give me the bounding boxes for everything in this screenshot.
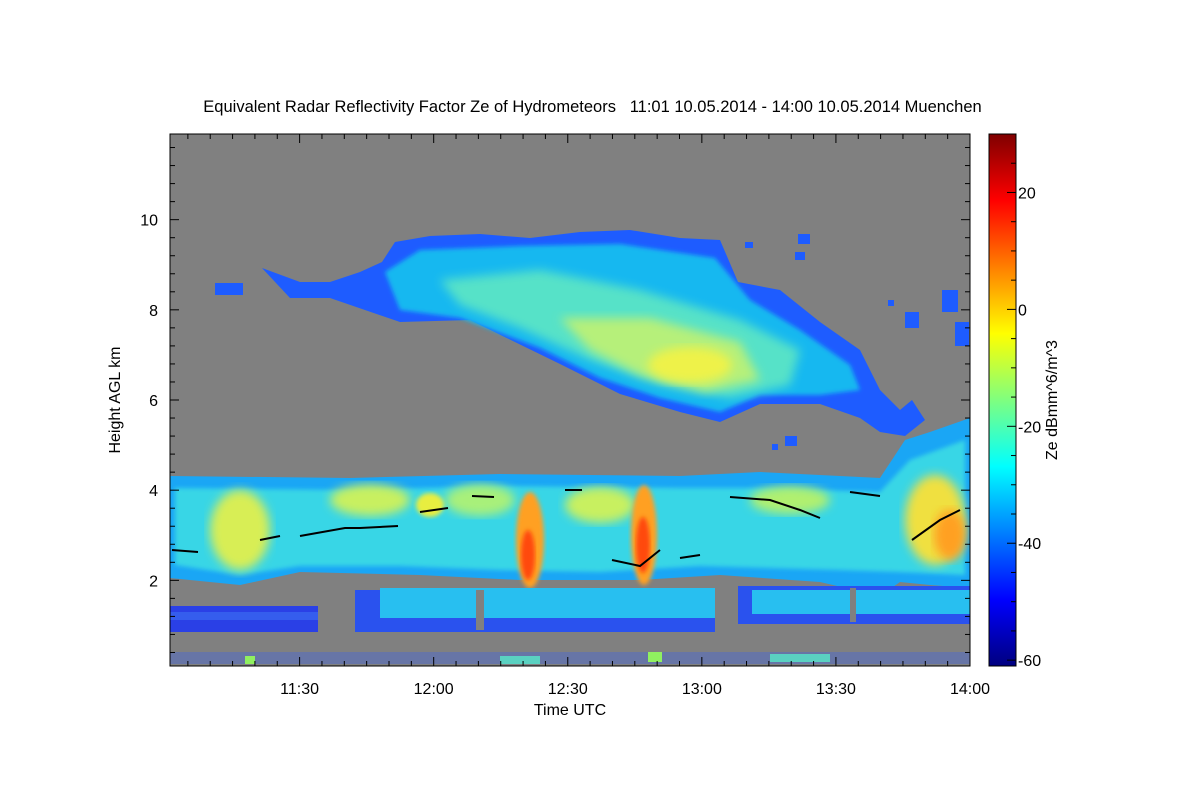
chart-title: Equivalent Radar Reflectivity Factor Ze … bbox=[203, 98, 982, 116]
x-axis: 11:30 12:00 12:30 13:00 13:30 14:00 bbox=[187, 134, 990, 698]
x-tick-label: 11:30 bbox=[280, 681, 319, 698]
y-tick-label: 6 bbox=[149, 393, 158, 410]
colorbar-tick-label: 20 bbox=[1018, 185, 1036, 202]
colorbar bbox=[988, 133, 1017, 667]
colorbar-label: Ze dBmm^6/m^3 bbox=[1044, 340, 1061, 460]
x-tick-label: 12:00 bbox=[414, 681, 454, 698]
echo-layer bbox=[170, 230, 970, 664]
upper-cloud-echo bbox=[215, 230, 969, 450]
y-tick-label: 8 bbox=[149, 303, 158, 320]
x-tick-label: 13:30 bbox=[816, 681, 856, 698]
x-tick-label: 13:00 bbox=[682, 681, 722, 698]
colorbar-tick-label: 0 bbox=[1018, 302, 1027, 319]
y-tick-label: 2 bbox=[149, 573, 158, 590]
y-axis-label: Height AGL km bbox=[107, 346, 124, 453]
lower-cloud-echo bbox=[170, 418, 970, 596]
y-axis: 2 4 6 8 10 bbox=[140, 147, 970, 653]
x-axis-label: Time UTC bbox=[534, 702, 606, 719]
y-tick-label: 10 bbox=[140, 213, 158, 230]
colorbar-axis: -60 -40 -20 0 20 bbox=[1007, 133, 1041, 670]
y-tick-label: 4 bbox=[149, 483, 158, 500]
colorbar-tick-label: -60 bbox=[1018, 653, 1041, 670]
x-tick-label: 12:30 bbox=[548, 681, 588, 698]
x-tick-label: 14:00 bbox=[950, 681, 990, 698]
low-level-echo bbox=[170, 586, 970, 664]
colorbar-tick-label: -40 bbox=[1018, 536, 1041, 553]
colorbar-tick-label: -20 bbox=[1018, 419, 1041, 436]
